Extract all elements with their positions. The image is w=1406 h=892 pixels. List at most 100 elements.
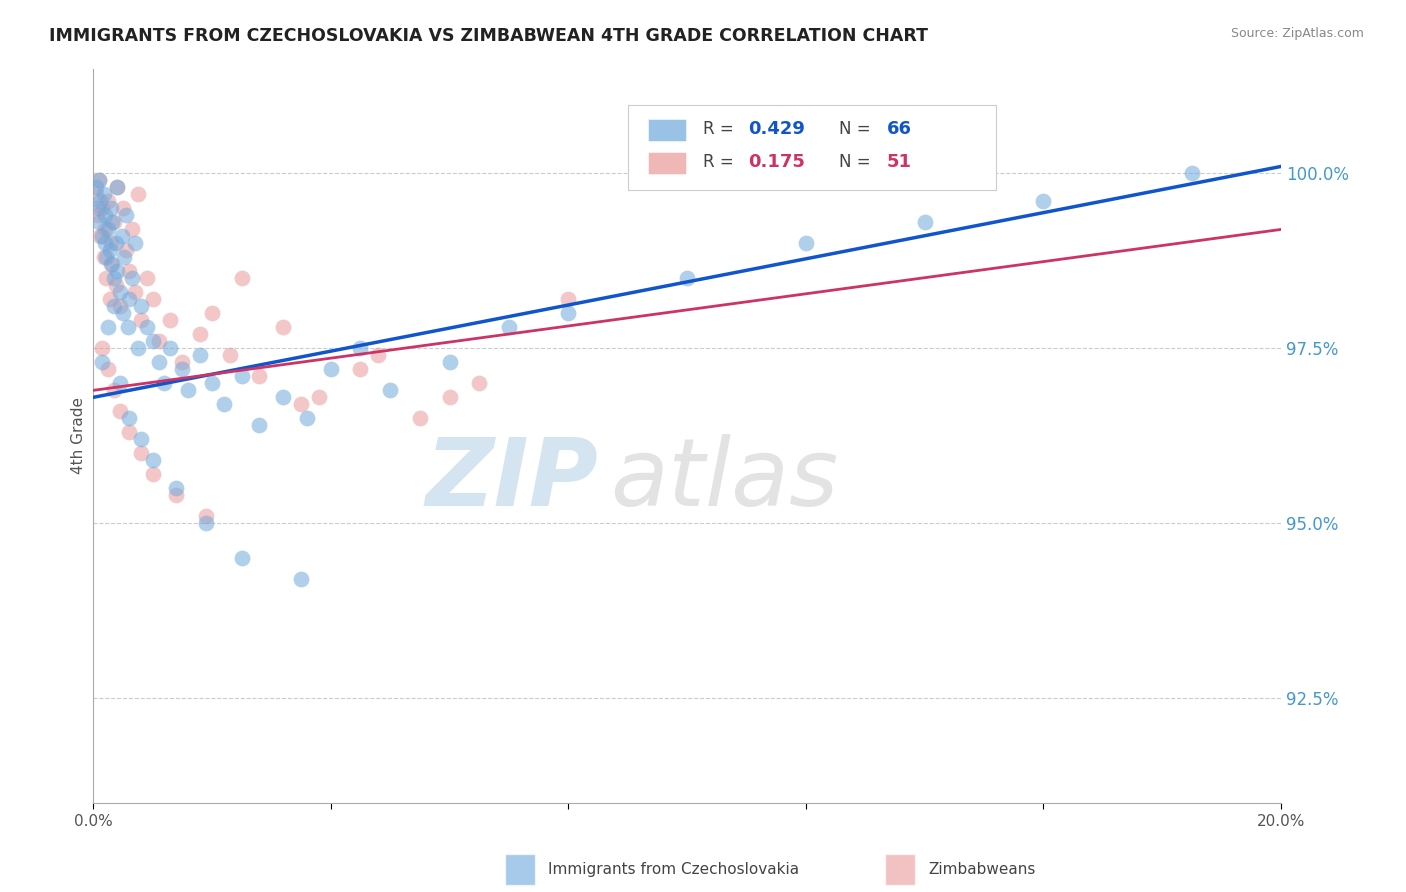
Point bbox=[201, 306, 224, 320]
Point bbox=[249, 369, 271, 384]
Point bbox=[439, 355, 461, 369]
Point bbox=[308, 390, 330, 404]
Point bbox=[188, 348, 211, 362]
Point bbox=[101, 257, 124, 271]
Point bbox=[201, 376, 224, 391]
Point bbox=[188, 327, 211, 342]
Point bbox=[249, 418, 271, 433]
Point bbox=[172, 355, 194, 369]
Point bbox=[231, 369, 253, 384]
Point bbox=[1181, 166, 1204, 180]
Point bbox=[212, 397, 235, 411]
Point bbox=[96, 271, 118, 285]
Point bbox=[142, 293, 165, 307]
Point bbox=[97, 362, 120, 376]
Point bbox=[439, 390, 461, 404]
Point bbox=[124, 285, 146, 300]
Point bbox=[111, 229, 134, 244]
Text: 66: 66 bbox=[887, 120, 911, 137]
Point bbox=[129, 433, 152, 447]
Point bbox=[142, 453, 165, 467]
Point bbox=[89, 229, 111, 244]
Point bbox=[165, 481, 187, 495]
Point bbox=[104, 236, 127, 251]
Text: R =: R = bbox=[703, 153, 738, 170]
Point bbox=[117, 320, 139, 334]
Point bbox=[159, 342, 181, 356]
Point bbox=[129, 299, 152, 313]
Point bbox=[108, 285, 131, 300]
Text: 51: 51 bbox=[887, 153, 911, 170]
Point bbox=[218, 348, 240, 362]
Point bbox=[349, 362, 371, 376]
Point bbox=[231, 551, 253, 566]
Point bbox=[367, 348, 389, 362]
Point bbox=[172, 362, 194, 376]
Point bbox=[111, 202, 134, 216]
FancyBboxPatch shape bbox=[648, 120, 686, 141]
Point bbox=[118, 425, 141, 440]
Point bbox=[271, 320, 294, 334]
Point bbox=[91, 229, 114, 244]
Point bbox=[84, 187, 107, 202]
Point bbox=[127, 187, 149, 202]
Point bbox=[142, 334, 165, 349]
Point bbox=[87, 202, 110, 216]
Y-axis label: 4th Grade: 4th Grade bbox=[72, 397, 86, 475]
Point bbox=[100, 202, 122, 216]
Point bbox=[378, 384, 401, 398]
Point bbox=[914, 215, 936, 229]
Point bbox=[112, 251, 135, 265]
Point bbox=[177, 384, 200, 398]
Text: N =: N = bbox=[839, 120, 876, 137]
Point bbox=[118, 264, 141, 278]
Point bbox=[100, 236, 122, 251]
Text: Source: ZipAtlas.com: Source: ZipAtlas.com bbox=[1230, 27, 1364, 40]
Point bbox=[94, 236, 117, 251]
Point bbox=[153, 376, 176, 391]
Text: 20.0%: 20.0% bbox=[1257, 814, 1305, 829]
Point bbox=[101, 215, 124, 229]
Point bbox=[295, 411, 318, 425]
Point bbox=[98, 293, 121, 307]
Point bbox=[89, 173, 111, 187]
Point bbox=[94, 222, 117, 236]
Point bbox=[121, 222, 143, 236]
Point bbox=[290, 572, 312, 586]
Point bbox=[319, 362, 342, 376]
Point bbox=[195, 516, 218, 531]
Point bbox=[91, 355, 114, 369]
Point bbox=[195, 509, 218, 524]
Point bbox=[97, 320, 120, 334]
Point bbox=[87, 209, 110, 223]
Point bbox=[142, 467, 165, 482]
Point bbox=[108, 376, 131, 391]
Point bbox=[103, 384, 125, 398]
Point bbox=[100, 257, 122, 271]
Text: R =: R = bbox=[703, 120, 738, 137]
Point bbox=[794, 236, 817, 251]
Point bbox=[94, 209, 117, 223]
Point bbox=[111, 306, 134, 320]
Point bbox=[557, 306, 579, 320]
Text: IMMIGRANTS FROM CZECHOSLOVAKIA VS ZIMBABWEAN 4TH GRADE CORRELATION CHART: IMMIGRANTS FROM CZECHOSLOVAKIA VS ZIMBAB… bbox=[49, 27, 928, 45]
Point bbox=[103, 271, 125, 285]
Point bbox=[89, 173, 111, 187]
Point bbox=[97, 194, 120, 209]
Point bbox=[84, 180, 107, 194]
Point bbox=[118, 293, 141, 307]
Point bbox=[148, 334, 170, 349]
Point bbox=[91, 342, 114, 356]
Point bbox=[409, 411, 432, 425]
Point bbox=[148, 355, 170, 369]
Point bbox=[115, 209, 138, 223]
Point bbox=[118, 411, 141, 425]
Text: 0.429: 0.429 bbox=[748, 120, 804, 137]
Point bbox=[129, 313, 152, 327]
Point bbox=[96, 251, 118, 265]
Text: ZIP: ZIP bbox=[425, 434, 598, 526]
Text: 0.175: 0.175 bbox=[748, 153, 804, 170]
Point bbox=[108, 404, 131, 418]
Point bbox=[127, 342, 149, 356]
Point bbox=[129, 446, 152, 460]
